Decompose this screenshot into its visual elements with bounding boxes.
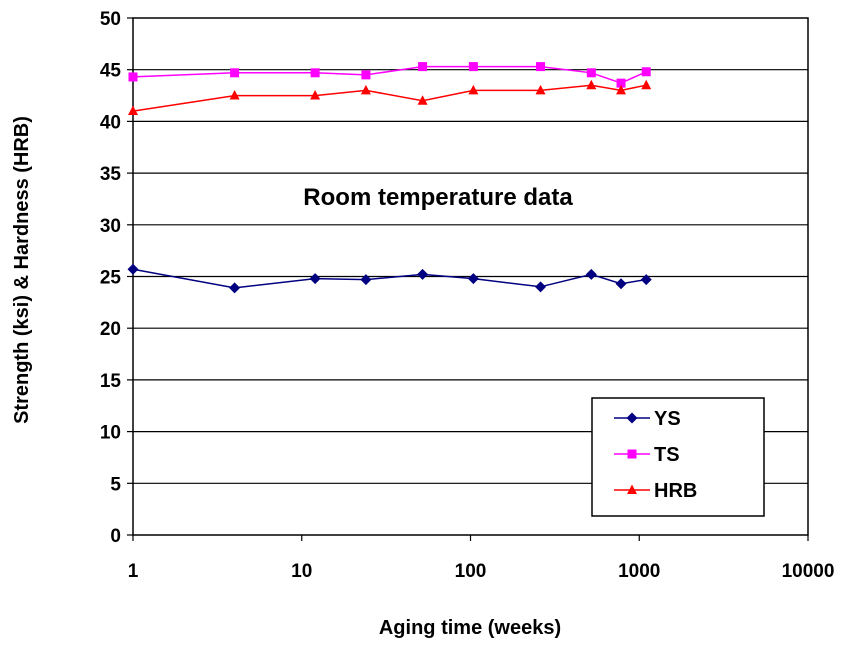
data-point-ts (361, 70, 371, 80)
legend-item-ys: YS (614, 408, 681, 430)
y-tick-label: 10 (100, 423, 121, 444)
legend-label-hrb: HRB (654, 480, 697, 502)
y-tick-label: 5 (110, 474, 121, 495)
y-tick-label: 15 (100, 371, 122, 392)
y-axis-title: Strength (ksi) & Hardness (HRB) (11, 116, 33, 424)
x-tick-label: 1 (128, 561, 139, 582)
data-point-hrb (128, 105, 138, 116)
axis-ticks: 0 5 10 15 20 25 30 35 40 45 50 1 10 100 1000 10000 (100, 9, 835, 582)
data-point-ts (230, 68, 240, 78)
data-point-hrb (229, 90, 240, 100)
series-line-ys (132, 268, 647, 289)
data-point-ys (615, 278, 627, 290)
series-ys (127, 263, 652, 294)
series-layer (127, 62, 652, 294)
data-point-hrb (360, 84, 371, 95)
data-point-hrb (310, 90, 321, 100)
data-point-hrb (586, 79, 597, 90)
data-point-hrb (641, 79, 652, 90)
chart-annotation: Room temperature data (303, 184, 573, 211)
series-line-ts (132, 65, 647, 84)
data-point-ts (536, 62, 546, 72)
data-point-ys (640, 274, 652, 286)
legend-marker-hrb (627, 484, 637, 494)
x-tick-label: 10 (291, 561, 312, 582)
data-point-hrb (616, 84, 627, 95)
data-point-ts (468, 62, 478, 72)
data-point-ts (128, 72, 138, 82)
y-tick-label: 30 (100, 216, 121, 237)
y-tick-label: 45 (100, 61, 122, 82)
legend-item-ts: TS (614, 444, 680, 466)
data-point-ts (641, 67, 651, 77)
y-tick-label: 35 (100, 164, 122, 185)
data-point-ys (360, 274, 372, 286)
data-point-hrb (468, 84, 479, 95)
data-point-ys (127, 263, 139, 275)
y-tick-label: 50 (100, 9, 121, 30)
series-line-hrb (132, 84, 647, 112)
y-tick-label: 20 (100, 319, 121, 340)
data-point-ts (310, 68, 320, 78)
data-point-ys (309, 273, 321, 285)
series-ts (128, 62, 651, 88)
legend-label-ts: TS (654, 444, 680, 466)
data-point-ys (535, 281, 547, 293)
data-point-ys (467, 273, 479, 285)
series-hrb (128, 79, 652, 116)
legend-marker-ts (627, 449, 637, 459)
data-point-ts (418, 62, 428, 72)
data-point-ys (417, 268, 429, 280)
data-point-ts (616, 78, 626, 88)
data-point-hrb (417, 95, 428, 105)
x-tick-label: 1000 (618, 561, 660, 582)
data-point-ys (585, 268, 597, 280)
x-tick-label: 10000 (782, 561, 835, 582)
data-point-ts (586, 68, 596, 78)
data-point-ys (229, 282, 241, 294)
y-tick-label: 25 (100, 268, 122, 289)
y-tick-label: 0 (110, 526, 121, 547)
x-tick-label: 100 (455, 561, 487, 582)
data-point-hrb (535, 84, 546, 95)
legend-marker-ys (626, 412, 638, 424)
legend-label-ys: YS (654, 408, 681, 430)
y-tick-label: 40 (100, 112, 121, 133)
legend-item-hrb: HRB (614, 480, 697, 502)
legend: YS TS HRB (591, 397, 765, 517)
x-axis-title: Aging time (weeks) (379, 617, 561, 639)
